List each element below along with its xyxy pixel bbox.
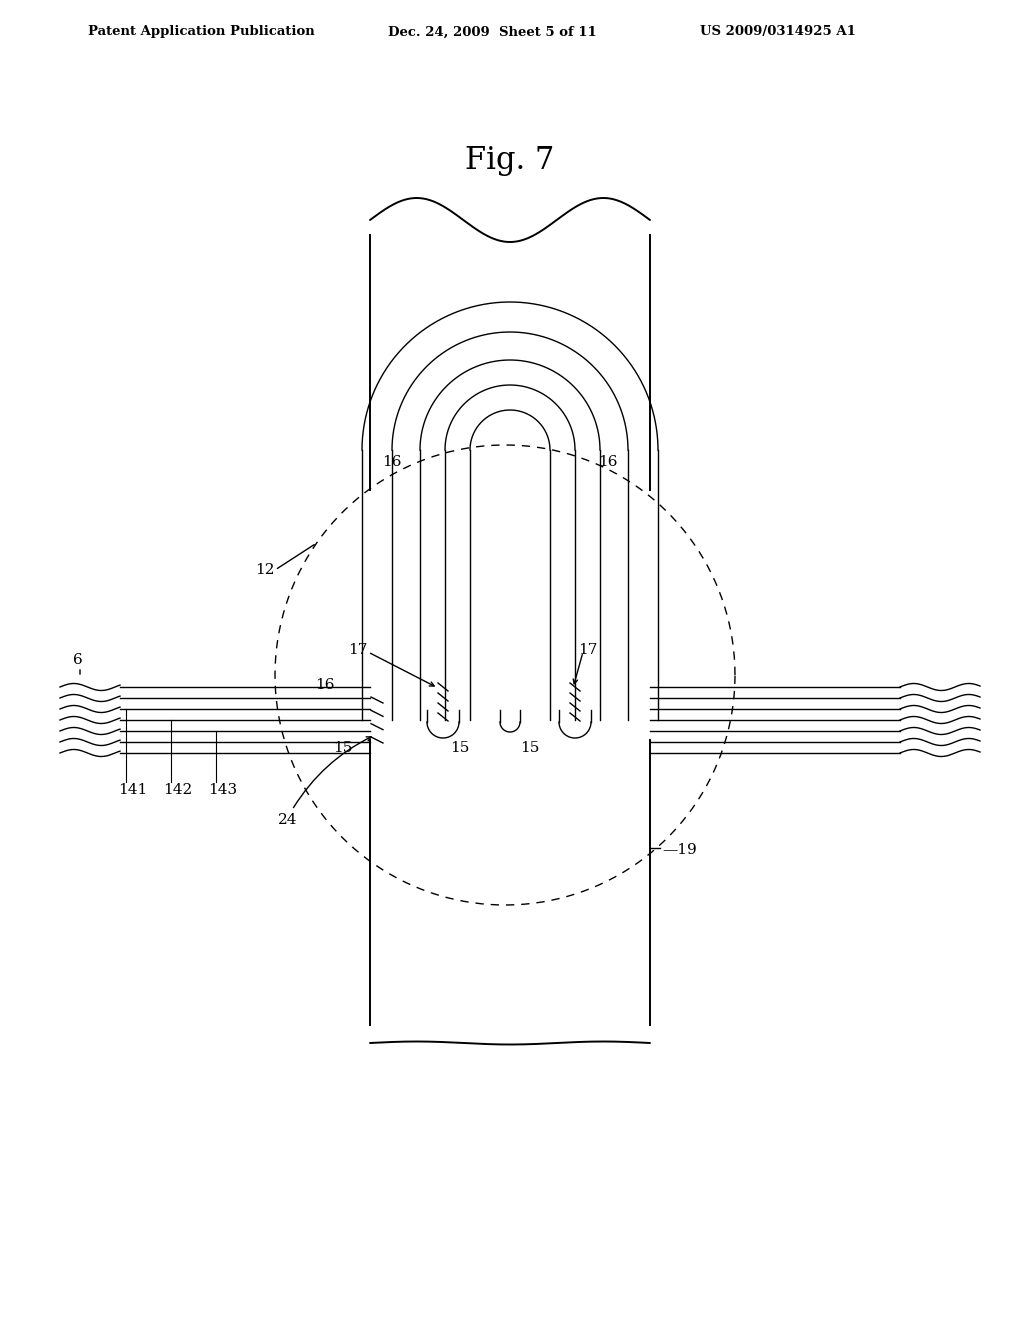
Text: 16: 16 <box>598 455 617 469</box>
Text: 17: 17 <box>578 643 597 657</box>
Text: 15: 15 <box>333 741 352 755</box>
Text: 6: 6 <box>73 653 83 667</box>
Text: Patent Application Publication: Patent Application Publication <box>88 25 314 38</box>
Text: US 2009/0314925 A1: US 2009/0314925 A1 <box>700 25 856 38</box>
Text: 24: 24 <box>278 813 298 828</box>
Text: 15: 15 <box>520 741 540 755</box>
Text: Fig. 7: Fig. 7 <box>465 144 555 176</box>
Text: —19: —19 <box>662 843 696 857</box>
Text: 16: 16 <box>315 678 335 692</box>
Text: 141: 141 <box>118 783 147 797</box>
Text: 143: 143 <box>208 783 238 797</box>
Text: Dec. 24, 2009  Sheet 5 of 11: Dec. 24, 2009 Sheet 5 of 11 <box>388 25 597 38</box>
Text: 15: 15 <box>450 741 469 755</box>
Text: 16: 16 <box>382 455 401 469</box>
Text: 142: 142 <box>163 783 193 797</box>
Text: 12: 12 <box>255 564 274 577</box>
Text: 17: 17 <box>348 643 368 657</box>
